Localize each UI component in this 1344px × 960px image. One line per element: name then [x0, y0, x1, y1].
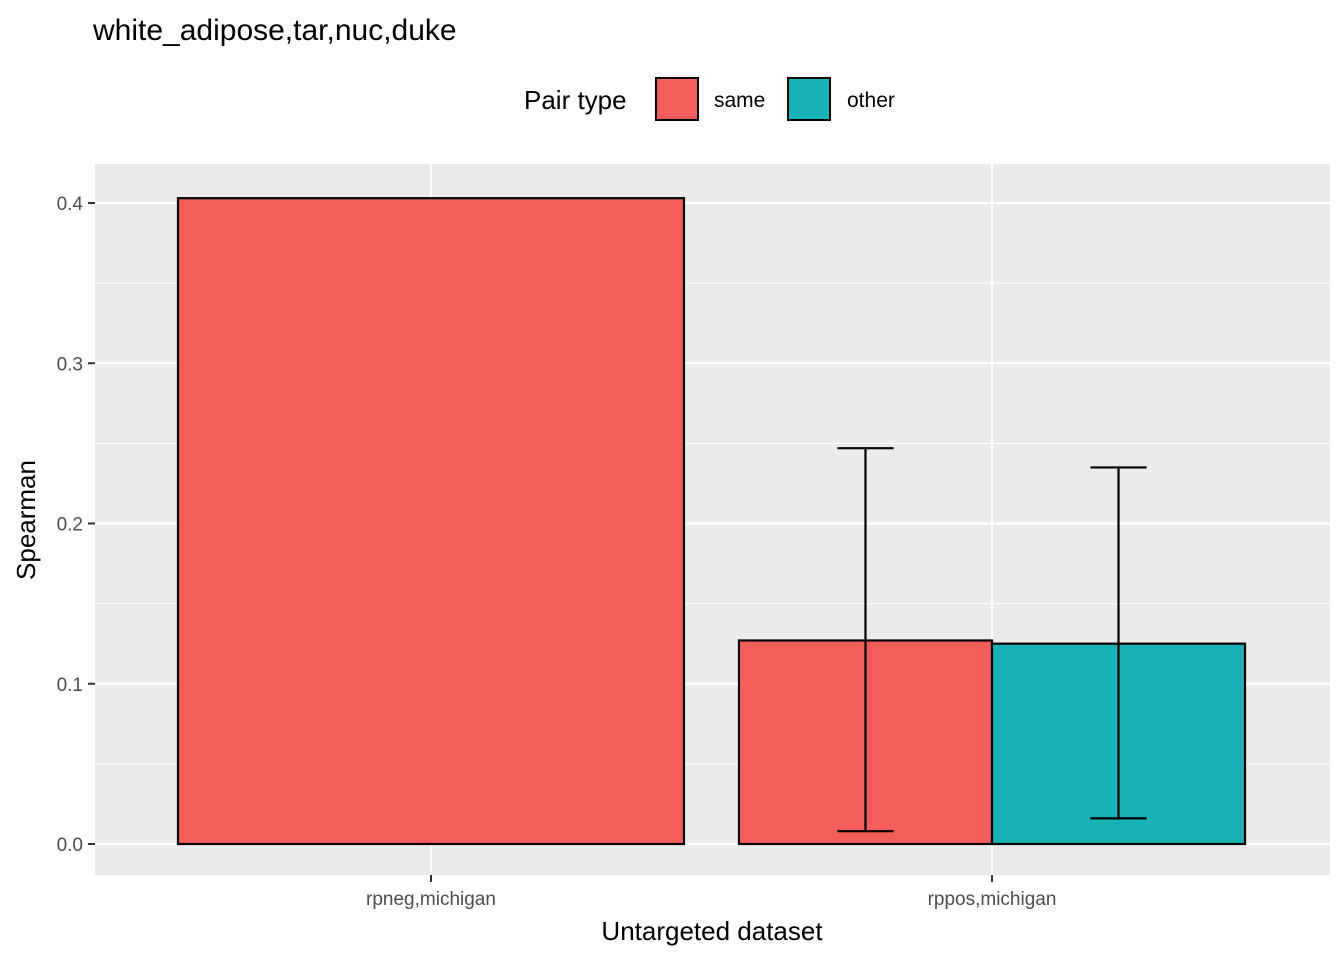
x-axis-title: Untargeted dataset [601, 916, 823, 946]
y-axis-title: Spearman [11, 460, 41, 580]
y-tick-label: 0.1 [57, 675, 83, 696]
bar-same [176, 197, 686, 846]
y-tick-label: 0.3 [57, 354, 83, 375]
y-tick-label: 0.4 [57, 194, 84, 215]
legend-key-same [655, 77, 699, 121]
y-tick-label: 0.0 [57, 835, 83, 856]
x-axis: rpneg,michigan rppos,michigan [366, 875, 1056, 910]
legend: Pair type same other [524, 77, 895, 121]
legend-key-other [787, 77, 831, 121]
x-tick-label: rppos,michigan [928, 889, 1057, 910]
legend-label-same: same [714, 89, 765, 112]
legend-title: Pair type [524, 85, 627, 115]
chart-title: white_adipose,tar,nuc,duke [92, 14, 457, 47]
error-bars [837, 447, 1147, 833]
x-tick-label: rpneg,michigan [366, 889, 496, 910]
y-axis: 0.0 0.1 0.2 0.3 0.4 [57, 194, 95, 856]
legend-label-other: other [847, 89, 895, 112]
y-tick-label: 0.2 [57, 515, 83, 536]
